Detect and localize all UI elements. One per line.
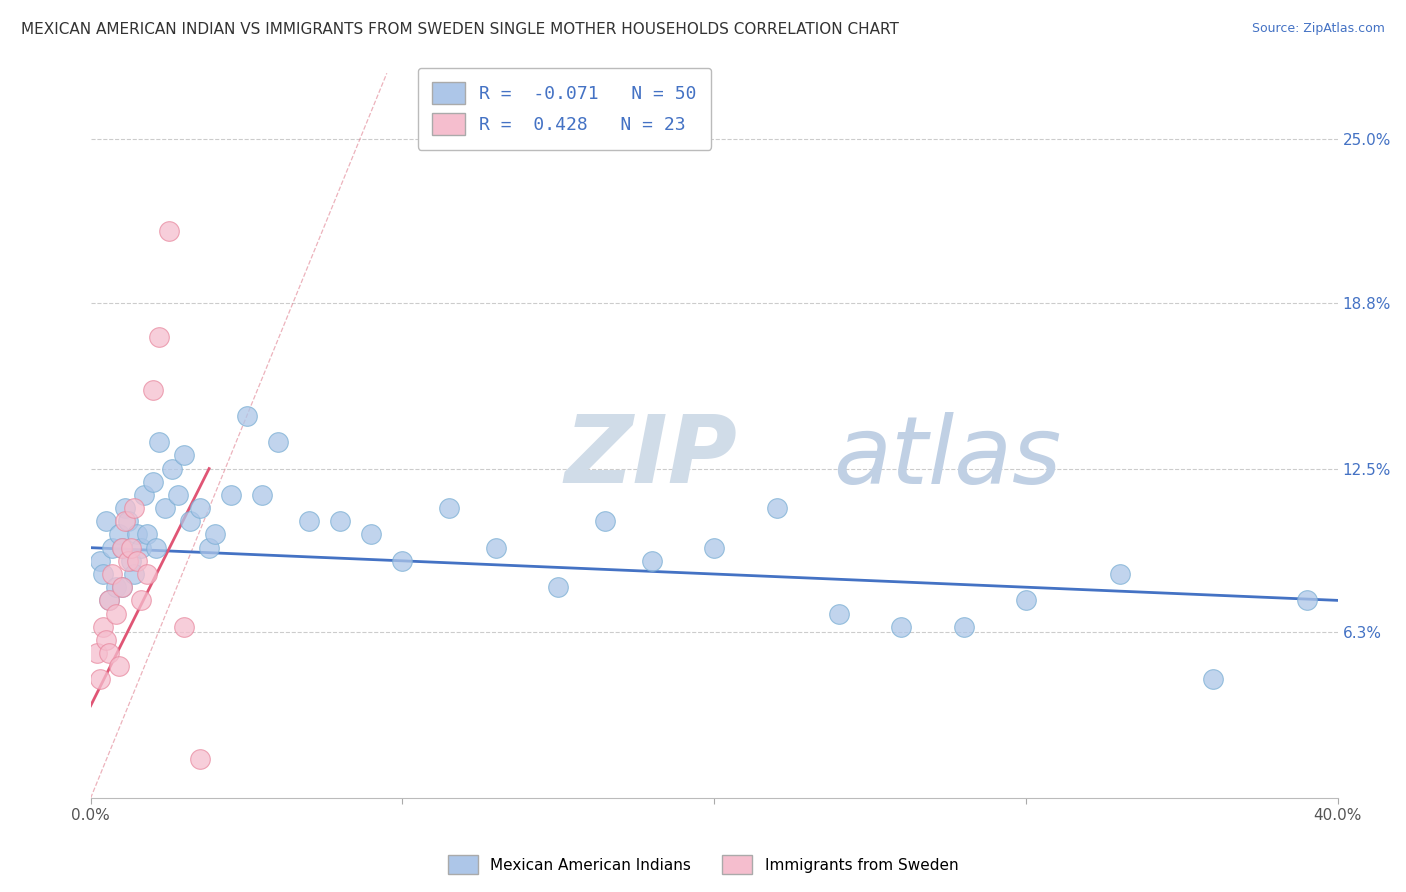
Point (127, 527, 149, 541)
Point (120, 554, 142, 568)
Point (98, 646, 121, 660)
Point (122, 501, 145, 516)
Point (1108, 567, 1130, 582)
Point (360, 527, 382, 541)
Point (129, 593, 152, 607)
Point (1015, 593, 1038, 607)
Point (107, 659, 129, 673)
Point (1202, 673, 1225, 687)
Point (485, 541, 508, 555)
Point (96, 514, 118, 528)
Point (167, 488, 190, 502)
Legend: R =  -0.071   N = 50, R =  0.428   N = 23: R = -0.071 N = 50, R = 0.428 N = 23 (418, 68, 711, 150)
Point (111, 580, 134, 594)
Text: Source: ZipAtlas.com: Source: ZipAtlas.com (1251, 22, 1385, 36)
Point (188, 501, 211, 516)
Point (593, 514, 616, 528)
Point (204, 527, 226, 541)
Point (148, 330, 170, 344)
Point (114, 514, 136, 528)
Point (117, 554, 139, 568)
Point (703, 541, 725, 555)
Point (173, 620, 195, 634)
Point (145, 541, 167, 555)
Point (250, 488, 273, 502)
Point (114, 501, 136, 516)
Point (111, 580, 134, 594)
Point (765, 501, 787, 516)
Point (173, 449, 195, 463)
Point (122, 567, 145, 582)
Text: ZIP: ZIP (565, 411, 737, 503)
Point (111, 541, 134, 555)
Point (104, 607, 127, 621)
Point (890, 620, 912, 634)
Point (160, 461, 183, 475)
Point (89, 554, 111, 568)
Point (267, 435, 290, 450)
Point (235, 409, 257, 423)
Point (98, 593, 121, 607)
Text: atlas: atlas (832, 412, 1062, 503)
Point (219, 488, 242, 502)
Point (1295, 593, 1317, 607)
Point (547, 580, 569, 594)
Point (641, 554, 664, 568)
Point (188, 751, 211, 765)
Point (391, 554, 413, 568)
Point (117, 514, 139, 528)
Point (437, 501, 460, 516)
Point (101, 541, 124, 555)
Point (155, 501, 177, 516)
Point (127, 554, 149, 568)
Point (329, 514, 352, 528)
Point (148, 435, 170, 450)
Point (91, 620, 114, 634)
Legend: Mexican American Indians, Immigrants from Sweden: Mexican American Indians, Immigrants fro… (441, 849, 965, 880)
Point (198, 541, 221, 555)
Point (952, 620, 974, 634)
Point (135, 527, 157, 541)
Point (91, 567, 114, 582)
Point (107, 527, 129, 541)
Point (111, 541, 134, 555)
Point (142, 475, 165, 489)
Point (89, 673, 111, 687)
Point (120, 541, 142, 555)
Point (129, 541, 152, 555)
Point (157, 224, 180, 238)
Text: MEXICAN AMERICAN INDIAN VS IMMIGRANTS FROM SWEDEN SINGLE MOTHER HOUSEHOLDS CORRE: MEXICAN AMERICAN INDIAN VS IMMIGRANTS FR… (21, 22, 898, 37)
Point (298, 514, 321, 528)
Point (101, 567, 124, 582)
Point (142, 383, 165, 397)
Point (96, 632, 118, 647)
Point (135, 567, 157, 582)
Point (179, 514, 201, 528)
Point (86, 646, 108, 660)
Point (132, 488, 155, 502)
Point (828, 607, 851, 621)
Point (104, 580, 127, 594)
Point (98, 593, 121, 607)
